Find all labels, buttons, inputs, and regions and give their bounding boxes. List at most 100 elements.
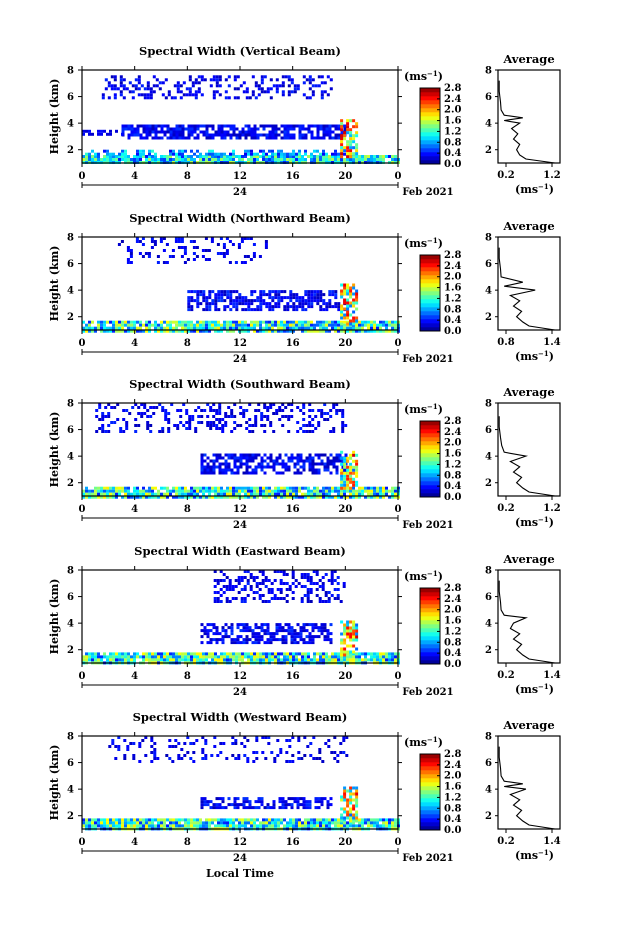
heatmap-cell — [206, 424, 210, 427]
heatmap-cell — [241, 652, 244, 656]
heatmap-cell — [203, 800, 207, 804]
heatmap-cell — [296, 797, 300, 801]
heatmap-cell — [142, 329, 145, 333]
heatmap-cell — [340, 807, 344, 811]
heatmap-cell — [124, 127, 128, 131]
heatmap-cell — [307, 299, 311, 303]
heatmap-cell — [190, 329, 193, 333]
heatmap-cell — [167, 93, 171, 97]
heatmap-cell — [217, 124, 221, 128]
heatmap-cell — [107, 430, 111, 433]
heatmap-cell — [298, 124, 302, 128]
heatmap-cell — [319, 158, 322, 161]
heatmap-cell — [340, 638, 344, 642]
heatmap-cell — [166, 492, 169, 496]
heatmap-cell — [172, 486, 175, 490]
heatmap-cell — [349, 489, 352, 493]
x-tick-label: 20 — [338, 504, 352, 515]
heatmap-cell — [238, 130, 242, 134]
heatmap-cell — [295, 821, 298, 825]
heatmap-cell — [271, 658, 274, 662]
heatmap-cell — [304, 326, 307, 330]
heatmap-cell — [229, 136, 233, 140]
heatmap-cell — [238, 658, 241, 662]
heatmap-cell — [320, 462, 324, 466]
heatmap-cell — [254, 96, 258, 100]
heatmap-cell — [115, 489, 118, 493]
heatmap-cell — [263, 465, 267, 469]
average-y-tick-label: 2 — [485, 145, 492, 156]
heatmap-cell — [142, 824, 145, 828]
heatmap-cell — [192, 246, 196, 249]
heatmap-cell — [263, 453, 267, 457]
heatmap-cell — [352, 158, 355, 161]
heatmap-cell — [129, 249, 133, 252]
heatmap-cell — [175, 158, 178, 161]
heatmap-cell — [338, 456, 342, 460]
heatmap-cell — [265, 320, 268, 324]
heatmap-cell — [324, 591, 328, 594]
heatmap-cell — [334, 818, 337, 822]
average-profile-line — [498, 416, 556, 497]
heatmap-cell — [385, 658, 388, 662]
heatmap-cell — [379, 655, 382, 659]
heatmap-cell — [206, 635, 210, 639]
heatmap-cell — [125, 427, 129, 430]
heatmap-cell — [274, 130, 278, 134]
heatmap-cell — [224, 421, 228, 424]
heatmap-cell — [239, 412, 243, 415]
heatmap-cell — [295, 320, 298, 324]
heatmap-cell — [307, 127, 311, 131]
heatmap-cell — [208, 323, 211, 327]
heatmap-cell — [139, 133, 143, 137]
heatmap-cell — [248, 465, 252, 469]
colorbar-band — [420, 493, 440, 498]
heatmap-cell — [217, 489, 220, 493]
heatmap-cell — [394, 824, 397, 828]
heatmap-cell — [245, 459, 249, 463]
heatmap-cell — [183, 246, 187, 249]
heatmap-cell — [118, 158, 121, 161]
heatmap-cell — [238, 824, 241, 828]
heatmap-cell — [151, 652, 154, 656]
heatmap-cell — [329, 632, 333, 636]
heatmap-cell — [190, 495, 193, 499]
heatmap-cell — [181, 124, 185, 128]
heatmap-cell — [212, 409, 216, 412]
heatmap-cell — [181, 149, 184, 153]
heatmap-cell — [146, 96, 150, 100]
heatmap-cell — [220, 486, 223, 490]
heatmap-cell — [285, 600, 289, 603]
heatmap-cell — [262, 658, 265, 662]
heatmap-cell — [355, 468, 359, 472]
heatmap-cell — [220, 821, 223, 825]
heatmap-cell — [322, 492, 325, 496]
heatmap-cell — [224, 635, 228, 639]
heatmap-cell — [222, 246, 226, 249]
heatmap-cell — [159, 240, 163, 243]
heatmap-cell — [209, 465, 213, 469]
colorbar-tick-label: 2.0 — [444, 605, 461, 616]
heatmap-cell — [209, 638, 213, 642]
heatmap-cell — [340, 316, 344, 320]
x-tick-label: 12 — [233, 504, 247, 515]
heatmap-cell — [175, 152, 178, 156]
heatmap-cell — [170, 96, 174, 100]
heatmap-cell — [289, 136, 293, 140]
heatmap-cell — [358, 492, 361, 496]
heatmap-cell — [127, 818, 130, 822]
heatmap-cell — [247, 326, 250, 330]
heatmap-cell — [343, 477, 347, 481]
heatmap-cell — [160, 495, 163, 499]
heatmap-cell — [166, 818, 169, 822]
heatmap-cell — [223, 308, 227, 312]
y-tick-label: 8 — [67, 399, 74, 410]
heatmap-cell — [205, 655, 208, 659]
heatmap-cell — [253, 326, 256, 330]
heatmap-cell — [253, 290, 257, 294]
heatmap-cell — [345, 754, 349, 757]
heatmap-cell — [178, 495, 181, 499]
heatmap-cell — [241, 824, 244, 828]
heatmap-cell — [142, 323, 145, 327]
heatmap-cell — [274, 329, 277, 333]
